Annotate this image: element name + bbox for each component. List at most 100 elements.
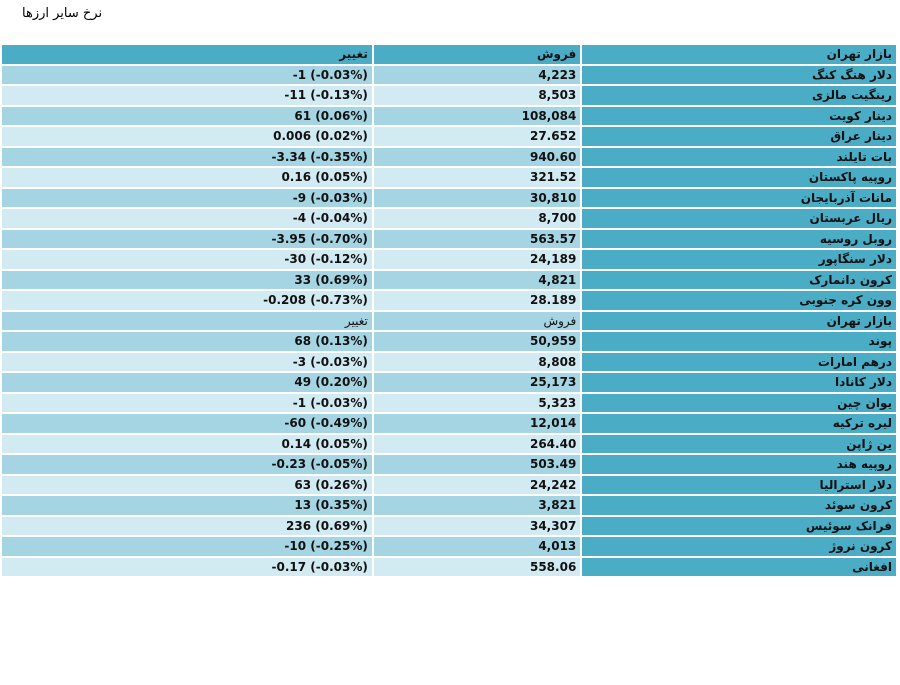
sell-price-value: 50,959	[529, 334, 577, 349]
sell-price: 8,700	[373, 209, 581, 228]
currency-name: بات تایلند	[582, 147, 896, 166]
sell-price: 108,084	[373, 106, 581, 125]
table-row: درهم امارات 8,808 -3 (-0.03%)	[2, 352, 896, 371]
table-row: کرون دانمارک 4,821 33 (0.69%)	[2, 270, 896, 289]
sell-price-value: 25,173	[529, 375, 577, 390]
currency-name: روبل روسیه	[582, 229, 896, 248]
sell-price: 50,959	[373, 332, 581, 351]
price-change-value: 63 (0.26%)	[294, 477, 368, 492]
table-row: دلار سنگاپور 24,189 -30 (-0.12%)	[2, 250, 896, 269]
table-row: وون کره جنوبی 28.189 -0.208 (-0.73%)	[2, 291, 896, 310]
sell-price: 4,223	[373, 65, 581, 84]
price-change-value: -0.208 (-0.73%)	[263, 293, 368, 308]
currency-name: افغانی	[582, 557, 896, 576]
table-row: کرون سوئد 3,821 13 (0.35%)	[2, 496, 896, 515]
price-change: 68 (0.13%)	[2, 332, 372, 351]
group1-rows: دلار هنگ کنگ 4,223 -1 (-0.03%) رینگیت مالزی…	[2, 65, 896, 310]
sell-price: 28.189	[373, 291, 581, 310]
price-change: 0.16 (0.05%)	[2, 168, 372, 187]
sell-price-value: 4,821	[538, 272, 577, 287]
sell-price-value: 503.49	[529, 457, 577, 472]
price-change: -4 (-0.04%)	[2, 209, 372, 228]
sell-price-value: 108,084	[521, 108, 577, 123]
sell-price-value: 30,810	[529, 190, 577, 205]
table-row: دینار کویت 108,084 61 (0.06%)	[2, 106, 896, 125]
price-change-value: 236 (0.69%)	[286, 518, 368, 533]
sell-price: 4,821	[373, 270, 581, 289]
price-change: -10 (-0.25%)	[2, 537, 372, 556]
price-change-value: -3 (-0.03%)	[292, 354, 368, 369]
price-change: 63 (0.26%)	[2, 475, 372, 494]
price-change: 49 (0.20%)	[2, 373, 372, 392]
sell-price-value: 24,189	[529, 252, 577, 267]
currency-name: فرانک سوئیس	[582, 516, 896, 535]
header-change: تغییر	[2, 45, 372, 64]
table-header-row: بازار تهران فروش تغییر	[2, 45, 896, 64]
price-change-value: -1 (-0.03%)	[292, 67, 368, 82]
table-row: رینگیت مالزی 8,503 -11 (-0.13%)	[2, 86, 896, 105]
sell-price-value: 8,503	[538, 88, 577, 103]
table-row: کرون نروژ 4,013 -10 (-0.25%)	[2, 537, 896, 556]
price-change-value: -9 (-0.03%)	[292, 190, 368, 205]
table-row: پوند 50,959 68 (0.13%)	[2, 332, 896, 351]
subheader-row: بازار تهران فروش تغییر	[2, 311, 896, 330]
sell-price: 503.49	[373, 455, 581, 474]
price-change-value: 0.006 (0.02%)	[273, 129, 368, 144]
sell-price: 5,323	[373, 393, 581, 412]
subheader-market: بازار تهران	[582, 311, 896, 330]
price-change-value: 61 (0.06%)	[294, 108, 368, 123]
sell-price: 558.06	[373, 557, 581, 576]
price-change-value: -3.34 (-0.35%)	[271, 149, 368, 164]
currency-name: روپیه پاکستان	[582, 168, 896, 187]
subheader-sell: فروش	[373, 311, 581, 330]
price-change-value: -30 (-0.12%)	[284, 252, 368, 267]
sell-price: 8,808	[373, 352, 581, 371]
price-change: 0.14 (0.05%)	[2, 434, 372, 453]
price-change: -0.17 (-0.03%)	[2, 557, 372, 576]
sell-price: 24,242	[373, 475, 581, 494]
sell-price: 940.60	[373, 147, 581, 166]
sell-price-value: 321.52	[529, 170, 577, 185]
price-change-value: 49 (0.20%)	[294, 375, 368, 390]
price-change-value: 68 (0.13%)	[294, 334, 368, 349]
header-market: بازار تهران	[582, 45, 896, 64]
currency-name: روپیه هند	[582, 455, 896, 474]
currency-name: کرون دانمارک	[582, 270, 896, 289]
page-title: نرخ سایر ارزها	[22, 6, 103, 21]
price-change: 61 (0.06%)	[2, 106, 372, 125]
price-change: 0.006 (0.02%)	[2, 127, 372, 146]
currency-name: دلار هنگ کنگ	[582, 65, 896, 84]
header-sell: فروش	[373, 45, 581, 64]
sell-price: 25,173	[373, 373, 581, 392]
sell-price-value: 8,700	[538, 211, 577, 226]
sell-price-value: 27.652	[529, 129, 577, 144]
subheader-change: تغییر	[2, 311, 372, 330]
price-change-value: 33 (0.69%)	[294, 272, 368, 287]
table-row: دینار عراق 27.652 0.006 (0.02%)	[2, 127, 896, 146]
table-row: دلار کانادا 25,173 49 (0.20%)	[2, 373, 896, 392]
price-change-value: -4 (-0.04%)	[292, 211, 368, 226]
currency-name: مانات آذربایجان	[582, 188, 896, 207]
table-row: افغانی 558.06 -0.17 (-0.03%)	[2, 557, 896, 576]
sell-price-value: 563.57	[529, 231, 577, 246]
price-change-value: 0.14 (0.05%)	[281, 436, 368, 451]
currency-name: رینگیت مالزی	[582, 86, 896, 105]
price-change-value: -0.17 (-0.03%)	[271, 559, 368, 574]
price-change: 13 (0.35%)	[2, 496, 372, 515]
price-change: -60 (-0.49%)	[2, 414, 372, 433]
price-change-value: -1 (-0.03%)	[292, 395, 368, 410]
sell-price-value: 3,821	[538, 498, 577, 513]
currency-name: درهم امارات	[582, 352, 896, 371]
sell-price: 321.52	[373, 168, 581, 187]
sell-price: 34,307	[373, 516, 581, 535]
sell-price: 8,503	[373, 86, 581, 105]
group2-rows: پوند 50,959 68 (0.13%) درهم امارات 8,808 -3 (…	[2, 332, 896, 576]
sell-price-value: 4,223	[538, 67, 577, 82]
currency-name: لیره ترکیه	[582, 414, 896, 433]
sell-price: 4,013	[373, 537, 581, 556]
currency-name: یوان چین	[582, 393, 896, 412]
table-row: ین ژاپن 264.40 0.14 (0.05%)	[2, 434, 896, 453]
currency-name: ریال عربستان	[582, 209, 896, 228]
sell-price-value: 264.40	[529, 436, 577, 451]
price-change: -3 (-0.03%)	[2, 352, 372, 371]
